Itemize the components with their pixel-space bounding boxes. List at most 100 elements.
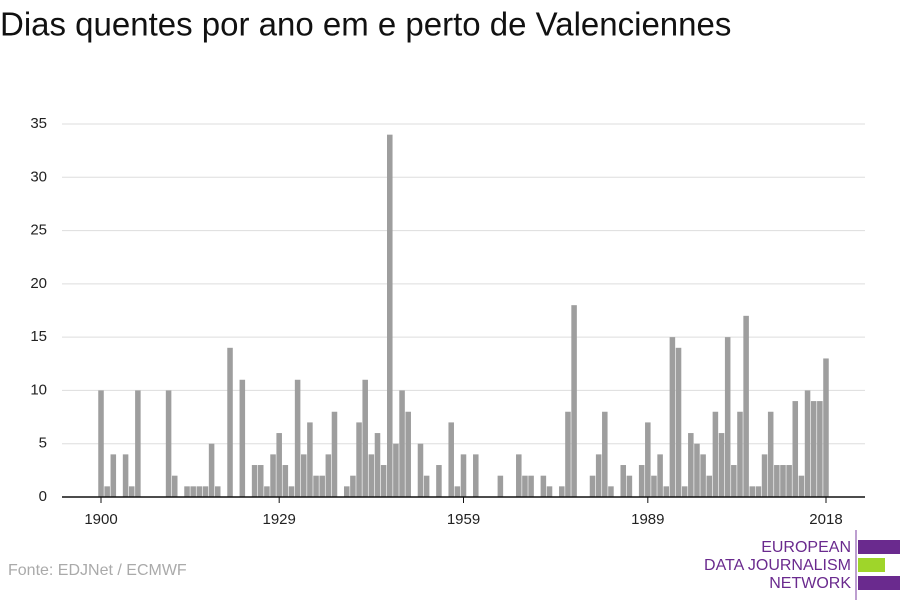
logo-text: DATA JOURNALISM bbox=[704, 557, 851, 574]
bar bbox=[540, 475, 547, 497]
bar bbox=[602, 411, 608, 497]
bar bbox=[264, 486, 270, 497]
bar bbox=[202, 486, 209, 497]
bar bbox=[798, 475, 805, 497]
bar bbox=[546, 486, 553, 497]
bar bbox=[288, 486, 295, 497]
bar bbox=[387, 134, 393, 497]
bar bbox=[307, 422, 313, 497]
bar bbox=[571, 305, 577, 497]
bar bbox=[663, 486, 670, 497]
x-tick-label: 1959 bbox=[447, 511, 480, 528]
bar bbox=[786, 465, 792, 497]
x-tick-label: 1900 bbox=[84, 511, 117, 528]
bar bbox=[380, 465, 387, 497]
bar bbox=[184, 486, 190, 497]
bar bbox=[239, 379, 246, 497]
bar bbox=[294, 379, 301, 497]
logo-bar bbox=[858, 576, 900, 590]
bar bbox=[522, 475, 528, 497]
bar bbox=[460, 454, 467, 497]
bar bbox=[804, 390, 811, 497]
logo-text: NETWORK bbox=[769, 575, 851, 592]
bar bbox=[731, 465, 737, 497]
bar bbox=[780, 465, 786, 497]
bar bbox=[688, 433, 694, 497]
bar bbox=[313, 475, 319, 497]
bar bbox=[595, 454, 602, 497]
bar bbox=[270, 454, 276, 497]
chart-title: Dias quentes por ano em e perto de Valen… bbox=[0, 6, 731, 43]
y-tick-label: 20 bbox=[30, 275, 47, 292]
x-tick-label: 1989 bbox=[631, 511, 664, 528]
bar bbox=[399, 390, 405, 497]
bar bbox=[681, 486, 688, 497]
bar bbox=[405, 411, 411, 497]
logo-bar bbox=[858, 540, 900, 554]
bar bbox=[737, 411, 743, 497]
y-tick-label: 15 bbox=[30, 328, 47, 345]
bar bbox=[657, 454, 663, 497]
bar bbox=[436, 465, 442, 497]
y-tick-label: 25 bbox=[30, 222, 47, 239]
bar bbox=[638, 465, 645, 497]
bar bbox=[276, 433, 282, 497]
bar bbox=[227, 347, 233, 497]
bar bbox=[448, 422, 454, 497]
bar bbox=[362, 379, 368, 497]
bar bbox=[706, 475, 713, 497]
bar bbox=[565, 411, 571, 497]
bar bbox=[761, 454, 768, 497]
bar bbox=[774, 465, 780, 497]
bar bbox=[344, 486, 350, 497]
bar bbox=[792, 401, 799, 497]
bar bbox=[497, 475, 504, 497]
y-tick-label: 35 bbox=[30, 115, 47, 132]
x-tick-label: 2018 bbox=[809, 511, 842, 528]
bar bbox=[724, 337, 731, 497]
bar bbox=[712, 411, 719, 497]
bar bbox=[559, 486, 565, 497]
bar bbox=[454, 486, 461, 497]
bar bbox=[700, 454, 706, 497]
bar bbox=[325, 454, 332, 497]
bar bbox=[128, 486, 135, 497]
y-tick-label: 10 bbox=[30, 381, 47, 398]
y-tick-label: 5 bbox=[39, 435, 47, 452]
source: Fonte: EDJNet / ECMWF bbox=[8, 562, 187, 579]
bar bbox=[516, 454, 522, 497]
y-tick-label: 30 bbox=[30, 168, 47, 185]
x-tick-label: 1929 bbox=[262, 511, 295, 528]
bar bbox=[104, 486, 110, 497]
bar bbox=[620, 465, 627, 497]
bar bbox=[743, 315, 749, 497]
logo-bar bbox=[858, 558, 885, 572]
bar bbox=[767, 411, 774, 497]
bar bbox=[165, 390, 172, 497]
bar bbox=[393, 443, 399, 497]
bar bbox=[208, 443, 215, 497]
bar bbox=[374, 433, 381, 497]
bar bbox=[257, 465, 264, 497]
bar bbox=[190, 486, 196, 497]
bar bbox=[300, 454, 307, 497]
bar bbox=[98, 390, 104, 497]
bar bbox=[749, 486, 756, 497]
bar bbox=[171, 475, 178, 497]
bar bbox=[651, 475, 657, 497]
bar bbox=[694, 443, 700, 497]
bar bbox=[810, 401, 817, 497]
bar bbox=[319, 475, 325, 497]
bar bbox=[823, 358, 829, 497]
bar bbox=[214, 486, 221, 497]
bar bbox=[331, 411, 338, 497]
y-tick-label: 0 bbox=[39, 488, 47, 505]
bar bbox=[350, 475, 356, 497]
bar bbox=[675, 347, 682, 497]
logo-text: EUROPEAN bbox=[761, 539, 851, 556]
bar bbox=[417, 443, 424, 497]
bar bbox=[669, 337, 676, 497]
bar bbox=[718, 433, 725, 497]
bar bbox=[608, 486, 614, 497]
